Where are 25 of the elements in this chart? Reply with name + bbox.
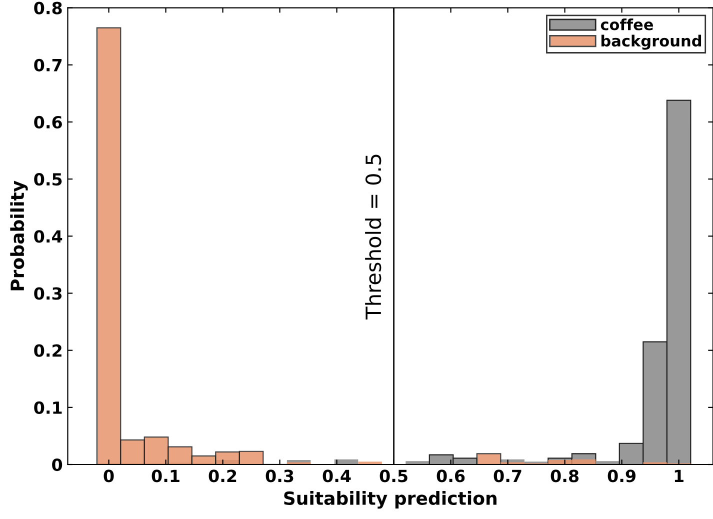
x-axis-title: Suitability prediction	[284, 491, 496, 509]
x-tick-label: 0.3	[266, 470, 294, 482]
x-tick-label: 0.5	[380, 470, 408, 482]
x-tick-label: 0	[104, 470, 114, 482]
x-tick-label: 1	[674, 470, 684, 482]
ref-line-label: Threshold = 0.5	[365, 154, 382, 320]
legend-label: coffee	[600, 18, 654, 30]
legend-label: background	[601, 34, 702, 50]
y-tick-label: 0.1	[34, 401, 62, 414]
x-tick-label: 0.8	[550, 470, 579, 482]
x-tick-label: 0.2	[208, 470, 236, 482]
x-tick-label: 0.6	[436, 470, 465, 482]
x-tick-label: 0.4	[322, 470, 351, 482]
y-tick-label: 0.7	[34, 58, 62, 72]
y-tick-label: 0.5	[34, 173, 62, 186]
y-axis-title: Probability	[10, 180, 28, 290]
x-tick-label: 0.9	[608, 470, 636, 482]
y-tick-label: 0.6	[34, 116, 62, 129]
y-tick-label: 0.4	[34, 230, 62, 243]
x-tick-label: 0.1	[152, 470, 180, 482]
y-tick-label: 0	[52, 458, 62, 472]
x-tick-label: 0.7	[494, 470, 522, 482]
y-tick-label: 0.8	[34, 2, 62, 14]
y-tick-label: 0.2	[34, 344, 62, 357]
y-tick-label: 0.3	[34, 287, 62, 300]
